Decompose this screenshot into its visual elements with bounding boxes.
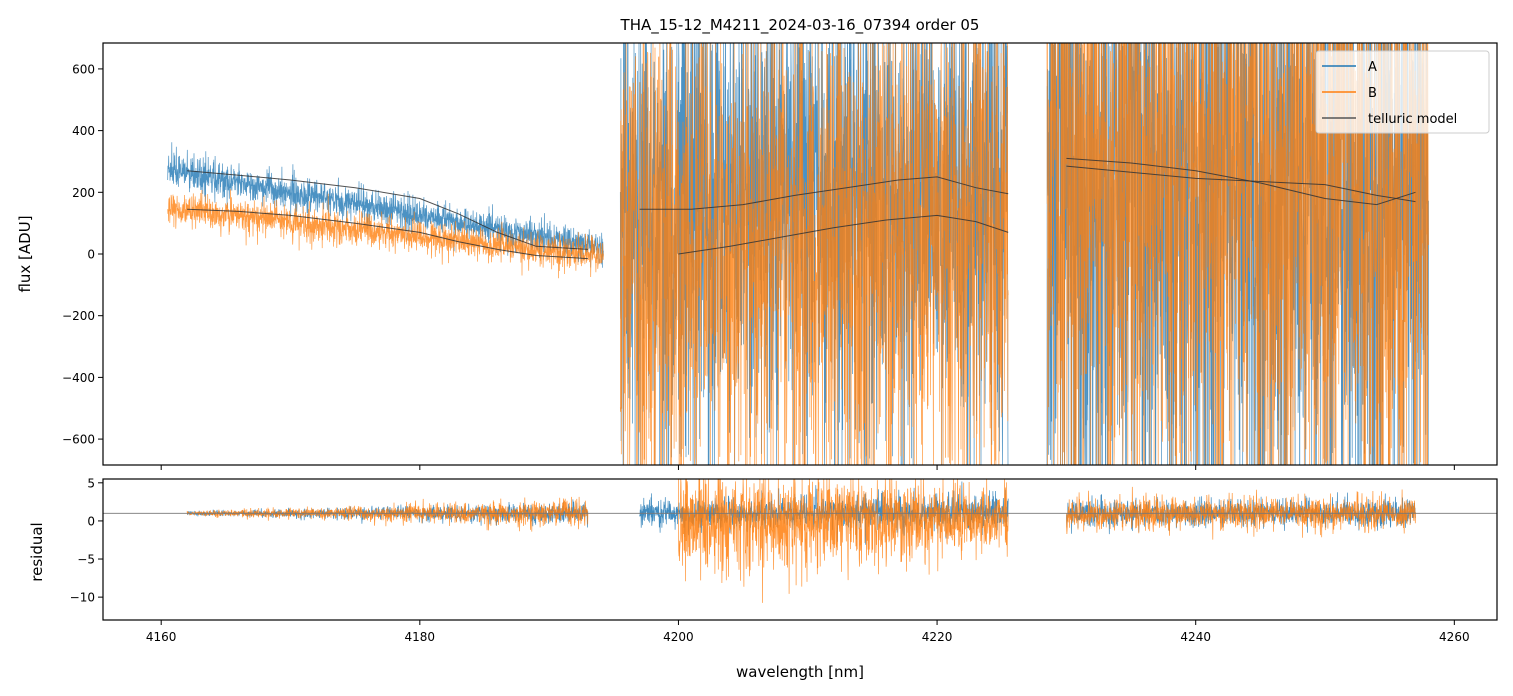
y-tick-label: 200 — [72, 186, 95, 200]
spectrum-b-line — [619, 43, 1009, 465]
y-tick-label: 600 — [72, 62, 95, 76]
y-axis-label-flux: flux [ADU] — [16, 215, 34, 292]
residual-a-line — [1066, 492, 1416, 535]
x-tick-label: 4160 — [146, 630, 177, 644]
y-tick-label: 0 — [87, 248, 95, 262]
spectrum-a-line — [167, 142, 604, 268]
legend: A B telluric model — [1315, 50, 1490, 134]
y-tick-label: −200 — [62, 309, 95, 323]
residual-b-line — [678, 479, 1009, 603]
y-tick-label: −400 — [62, 371, 95, 385]
residual-y-tick-label: −10 — [70, 591, 95, 605]
y-tick-label: −600 — [62, 433, 95, 447]
legend-label-model: telluric model — [1368, 112, 1457, 127]
spectrum-b-line — [167, 189, 604, 279]
residual-y-tick-label: 0 — [87, 514, 95, 528]
residual-b-line — [1066, 486, 1416, 540]
legend-label-a: A — [1368, 60, 1377, 75]
x-tick-label: 4180 — [405, 630, 436, 644]
x-tick-label: 4200 — [663, 630, 694, 644]
telluric-model-line — [639, 176, 1009, 210]
x-axis-label: wavelength [nm] — [736, 663, 864, 681]
legend-label-b: B — [1368, 86, 1377, 101]
bottom-axes-frame — [102, 478, 1498, 621]
y-axis-label-residual: residual — [28, 522, 46, 581]
telluric-model-line — [678, 214, 1009, 255]
chart-title: THA_15-12_M4211_2024-03-16_07394 order 0… — [620, 16, 980, 35]
telluric-model-line — [1066, 165, 1416, 203]
telluric-model-line — [1066, 157, 1416, 206]
x-tick-label: 4240 — [1180, 630, 1211, 644]
telluric-model-line — [187, 170, 588, 250]
telluric-model-line — [187, 208, 588, 260]
x-tick-label: 4260 — [1439, 630, 1470, 644]
residual-y-tick-label: −5 — [77, 553, 95, 567]
residual-b-line — [186, 496, 589, 532]
y-tick-label: 400 — [72, 124, 95, 138]
residual-y-tick-label: 5 — [87, 476, 95, 490]
x-tick-label: 4220 — [922, 630, 953, 644]
